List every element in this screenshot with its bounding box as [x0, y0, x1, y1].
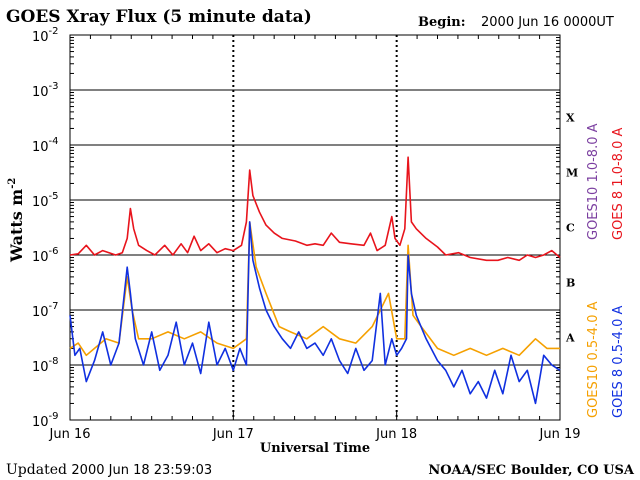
legend-entry: GOES10 1.0-8.0 A: [586, 123, 601, 240]
y-tick-label-base: 10: [32, 415, 49, 430]
y-tick-label-base: 10: [32, 250, 49, 265]
legend-entry: GOES10 0.5-4.0 A: [586, 301, 601, 418]
y-tick-label: 10-5: [32, 191, 59, 210]
y-axis-ticks: 10-910-810-710-610-510-410-310-2: [32, 26, 560, 430]
y-axis-label: Watts m-2: [7, 178, 26, 263]
x-axis-ticks: Jun 16 Jun 17 Jun 18 Jun 19: [49, 35, 581, 442]
x-tick-label: Jun 17: [212, 427, 254, 442]
day-separators: [232, 35, 398, 420]
footer-credit: NOAA/SEC Boulder, CO USA: [428, 463, 635, 478]
legend-entry: GOES 8 1.0-8.0 A: [611, 128, 626, 240]
y-tick-label: 10-9: [32, 411, 59, 430]
y-tick-label-base: 10: [32, 195, 49, 210]
y-tick-label-base: 10: [32, 305, 49, 320]
begin-label: Begin:: [418, 15, 466, 30]
y-tick-label-exponent: -7: [49, 301, 59, 312]
y-axis-label-text: Watts m: [7, 189, 26, 263]
x-tick-label: Jun 18: [375, 427, 417, 442]
y-tick-label-base: 10: [32, 85, 49, 100]
x-tick-label: Jun 16: [49, 427, 91, 442]
y-tick-label-base: 10: [32, 140, 49, 155]
legend-entry: GOES 8 0.5-4.0 A: [611, 306, 626, 418]
gridlines: [70, 89, 560, 366]
y-tick-label-exponent: -2: [49, 26, 59, 37]
series-line: [69, 221, 561, 405]
flare-class-label: X: [566, 112, 575, 125]
chart-title: GOES Xray Flux (5 minute data): [6, 7, 312, 27]
flare-class-label: C: [566, 222, 575, 235]
legend: GOES10 1.0-8.0 A GOES 8 1.0-8.0 A GOES10 0…: [586, 123, 626, 418]
y-tick-label-base: 10: [32, 360, 49, 375]
y-tick-label-exponent: -3: [49, 81, 59, 92]
plot-area: 10-910-810-710-610-510-410-310-2 Jun 16 J…: [32, 26, 581, 442]
begin-value: 2000 Jun 16 0000UT: [481, 15, 614, 30]
series-lines: [69, 156, 561, 405]
y-tick-label-exponent: -4: [49, 136, 59, 147]
x-axis-label: Universal Time: [260, 441, 370, 456]
y-tick-label: 10-3: [32, 81, 59, 100]
footer-updated: Updated 2000 Jun 18 23:59:03: [6, 462, 212, 478]
flare-class-label: B: [566, 277, 575, 290]
series-line: [69, 221, 560, 357]
y-tick-label: 10-6: [32, 246, 59, 265]
y-tick-label-exponent: -6: [49, 246, 59, 257]
footer-updated-value: 2000 Jun 18 23:59:03: [71, 463, 212, 478]
y-tick-label-exponent: -8: [49, 356, 59, 367]
y-axis-label-sup: -2: [7, 178, 18, 189]
flare-class-label: M: [566, 167, 578, 180]
series-line: [69, 156, 561, 262]
flare-class-label: A: [565, 332, 575, 345]
footer-updated-label: Updated: [6, 462, 67, 478]
flare-class-labels: A B C M X: [565, 112, 578, 345]
y-tick-label-exponent: -5: [49, 191, 59, 202]
y-tick-label-exponent: -9: [49, 411, 59, 422]
y-tick-label-base: 10: [32, 30, 49, 45]
y-tick-label: 10-7: [32, 301, 59, 320]
x-tick-label: Jun 19: [539, 427, 581, 442]
y-tick-label: 10-2: [32, 26, 59, 45]
y-tick-label: 10-8: [32, 356, 59, 375]
y-tick-label: 10-4: [32, 136, 59, 155]
